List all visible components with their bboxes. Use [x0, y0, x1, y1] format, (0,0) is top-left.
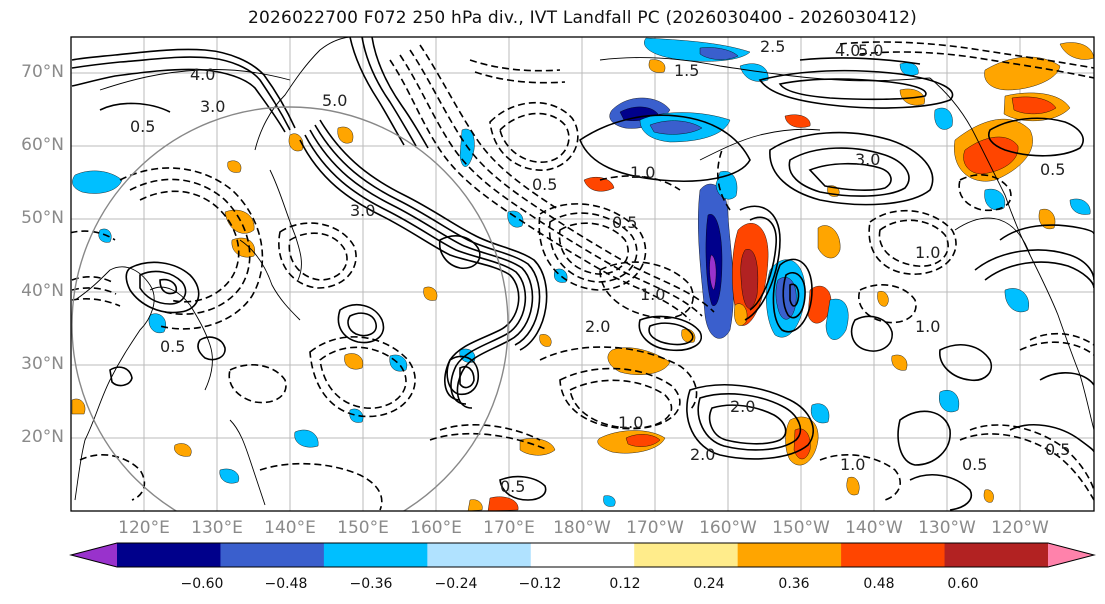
negative-contours: [71, 41, 1094, 511]
lon-label: 180°W: [553, 518, 611, 538]
colorbar-swatch: [737, 543, 842, 567]
contour-label: 0.5: [160, 337, 185, 356]
colorbar-swatch: [634, 543, 739, 567]
lat-label: 70°N: [21, 62, 64, 82]
colorbar-tick-label: 0.24: [693, 576, 725, 592]
contour-label: 3.0: [350, 201, 375, 220]
contour-label: 2.0: [730, 397, 755, 416]
colorbar-tick-label: 0.48: [863, 576, 895, 592]
divergence-shading: [71, 37, 1094, 511]
lon-label: 150°W: [772, 518, 830, 538]
lon-label: 140°W: [845, 518, 903, 538]
contour-label: 0.5: [500, 477, 525, 496]
colorbar-swatch: [530, 543, 635, 567]
colorbar-swatch: [323, 543, 428, 567]
lat-label: 60°N: [21, 135, 64, 155]
lon-label: 160°E: [410, 518, 462, 538]
contour-label: 1.0: [640, 285, 665, 304]
contour-label: 0.5: [962, 455, 987, 474]
colorbar-extend-max: [1048, 543, 1094, 567]
colorbar-swatch: [220, 543, 325, 567]
colorbar-swatch: [841, 543, 946, 567]
contour-label: 1.0: [915, 243, 940, 262]
lat-label: 20°N: [21, 427, 64, 447]
contour-label: 0.5: [612, 213, 637, 232]
lon-label: 170°W: [626, 518, 684, 538]
lat-label: 30°N: [21, 354, 64, 374]
colorbar-outline: [69, 542, 1096, 568]
colorbar-tick-label: −0.12: [518, 576, 562, 592]
contour-label: 2.5: [760, 37, 785, 56]
colorbar-tick-label: 0.12: [609, 576, 641, 592]
lon-label: 120°W: [991, 518, 1049, 538]
contour-label: 0.5: [1045, 440, 1070, 459]
colorbar: [69, 542, 1096, 568]
contour-label: 0.5: [130, 117, 155, 136]
colorbar-swatch: [117, 543, 221, 567]
colorbar-tick-label: 0.60: [947, 576, 979, 592]
contour-label: 2.0: [690, 445, 715, 464]
contour-label: 1.5: [674, 61, 699, 80]
colorbar-swatch: [944, 543, 1049, 567]
contour-label: 2.0: [585, 317, 610, 336]
lon-label: 120°E: [118, 518, 170, 538]
colorbar-tick-label: 0.36: [778, 576, 810, 592]
colorbar-tick-label: −0.36: [349, 576, 393, 592]
colorbar-tick-label: −0.60: [180, 576, 224, 592]
contour-label: 5.0: [858, 41, 883, 60]
contour-label: 3.0: [855, 150, 880, 169]
lon-label: 130°W: [918, 518, 976, 538]
colorbar-tick-label: −0.48: [264, 576, 308, 592]
contour-label: 0.5: [1040, 160, 1065, 179]
lon-label: 150°E: [337, 518, 389, 538]
contour-label: 0.5: [532, 175, 557, 194]
lon-label: 160°W: [699, 518, 757, 538]
lat-label: 40°N: [21, 281, 64, 301]
contour-label: 1.0: [840, 455, 865, 474]
contour-label: 3.0: [200, 97, 225, 116]
positive-contours: [71, 37, 1094, 511]
contour-label: 5.0: [322, 91, 347, 110]
colorbar-extend-min: [71, 543, 117, 567]
lon-label: 170°E: [483, 518, 535, 538]
contour-label: 1.0: [618, 413, 643, 432]
map-title: 2026022700 F072 250 hPa div., IVT Landfa…: [248, 8, 917, 28]
lon-label: 140°E: [264, 518, 316, 538]
contour-label: 1.0: [630, 163, 655, 182]
lon-label: 130°E: [191, 518, 243, 538]
colorbar-tick-label: −0.24: [434, 576, 478, 592]
lat-label: 50°N: [21, 208, 64, 228]
contour-label: 4.0: [190, 65, 215, 84]
region-circle: [71, 106, 509, 511]
contour-label-layer: 4.0 3.0 0.5 5.0 4.0 5.0 2.5 1.5 3.0 1.0 …: [130, 37, 1070, 496]
colorbar-swatch: [427, 543, 532, 567]
contour-label: 4.0: [835, 41, 860, 60]
contour-label: 1.0: [915, 317, 940, 336]
map-frame: [70, 36, 1095, 512]
